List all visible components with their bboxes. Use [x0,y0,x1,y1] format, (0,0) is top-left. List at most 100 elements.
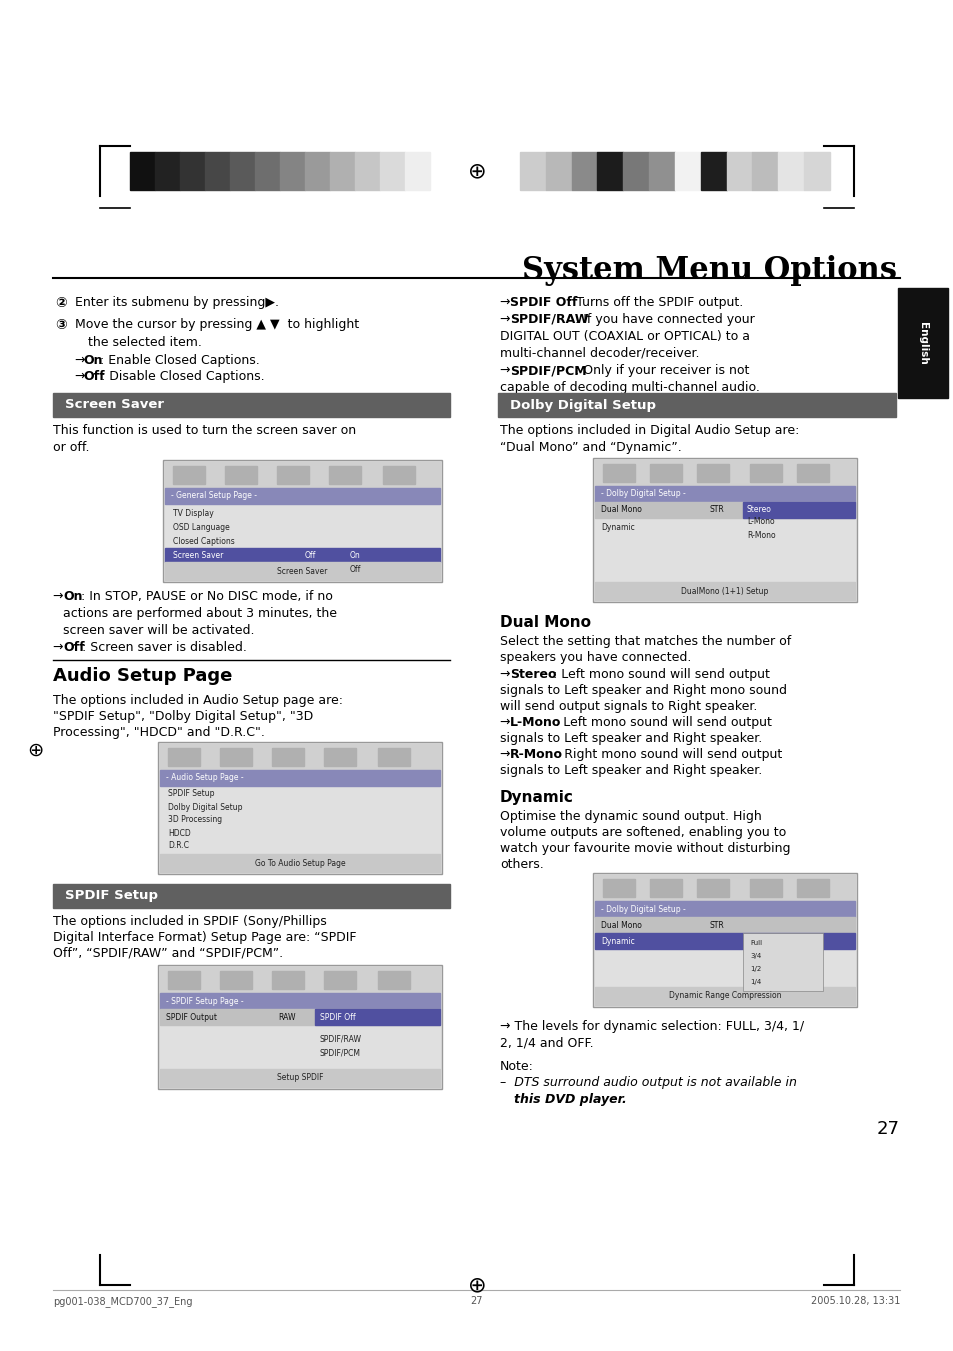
Text: Stereo: Stereo [746,505,771,515]
Text: - SPDIF Setup Page -: - SPDIF Setup Page - [166,997,243,1005]
Text: Dynamic: Dynamic [499,790,574,805]
Bar [254,153,280,190]
Text: Stereo: Stereo [510,667,556,681]
Text: The options included in Digital Audio Setup are:: The options included in Digital Audio Se… [499,424,799,436]
Text: →: → [75,370,90,382]
Text: : Screen saver is disabled.: : Screen saver is disabled. [82,640,247,654]
Bar [897,288,947,399]
Text: HDCD: HDCD [168,828,191,838]
Text: Optimise the dynamic sound output. High: Optimise the dynamic sound output. High [499,811,760,823]
Bar [165,488,439,504]
Text: ③: ③ [55,317,67,332]
Text: L-Mono: L-Mono [510,716,560,730]
Bar [324,748,355,766]
Text: or off.: or off. [53,440,90,454]
Bar [571,153,597,190]
Text: others.: others. [499,858,543,871]
Bar [220,971,252,989]
Bar [205,153,230,190]
Text: English: English [917,322,927,365]
Text: TV Display: TV Display [172,508,213,517]
Bar [595,988,854,1005]
Text: Full: Full [749,940,761,946]
Text: - General Setup Page -: - General Setup Page - [171,492,256,500]
Bar [160,1009,439,1025]
Text: Off: Off [350,565,361,574]
Text: System Menu Options: System Menu Options [522,255,897,286]
Text: On: On [350,550,360,559]
Text: → The levels for dynamic selection: FULL, 3/4, 1/: → The levels for dynamic selection: FULL… [499,1020,803,1034]
Bar [220,748,252,766]
Bar [377,748,410,766]
Bar [382,466,415,484]
Text: SPDIF/PCM: SPDIF/PCM [319,1048,360,1058]
Bar [749,880,781,897]
Text: SPDIF/PCM: SPDIF/PCM [510,363,586,377]
Bar [726,153,752,190]
Bar [649,880,681,897]
Text: DIGITAL OUT (COAXIAL or OPTICAL) to a: DIGITAL OUT (COAXIAL or OPTICAL) to a [499,330,749,343]
Text: Screen Saver: Screen Saver [65,399,164,412]
Bar [305,153,330,190]
Bar [593,458,856,603]
Bar [377,971,410,989]
Text: 3D Processing: 3D Processing [168,816,222,824]
Text: pg001-038_MCD700_37_Eng: pg001-038_MCD700_37_Eng [53,1296,193,1306]
Text: : In STOP, PAUSE or No DISC mode, if no: : In STOP, PAUSE or No DISC mode, if no [81,590,333,603]
Text: Dual Mono: Dual Mono [600,920,641,929]
Bar [796,463,828,482]
Text: STR: STR [709,505,724,515]
Bar [649,463,681,482]
Text: Note:: Note: [499,1061,534,1073]
Text: capable of decoding multi-channel audio.: capable of decoding multi-channel audio. [499,381,760,394]
Text: "SPDIF Setup", "Dolby Digital Setup", "3D: "SPDIF Setup", "Dolby Digital Setup", "3… [53,711,313,723]
Text: DualMono (1+1) Setup: DualMono (1+1) Setup [680,586,768,596]
Text: Dual Mono: Dual Mono [600,505,641,515]
Bar [329,466,360,484]
Text: →: → [499,363,514,377]
Bar [163,459,441,582]
Bar [545,153,571,190]
Text: : Only if your receiver is not: : Only if your receiver is not [575,363,749,377]
Bar [165,462,439,488]
Bar [803,153,829,190]
Text: →: → [53,640,68,654]
Text: : If you have connected your: : If you have connected your [575,313,754,326]
Bar [697,463,728,482]
Text: speakers you have connected.: speakers you have connected. [499,651,691,663]
Bar [778,153,803,190]
Text: the selected item.: the selected item. [88,336,202,349]
Text: - Dolby Digital Setup -: - Dolby Digital Setup - [600,489,685,499]
Text: volume outputs are softened, enabling you to: volume outputs are softened, enabling yo… [499,825,785,839]
Text: OSD Language: OSD Language [172,523,230,531]
Text: signals to Left speaker and Right speaker.: signals to Left speaker and Right speake… [499,732,761,744]
Text: Enter its submenu by pressing▶.: Enter its submenu by pressing▶. [75,296,278,309]
Text: SPDIF Off: SPDIF Off [510,296,577,309]
Bar [595,486,854,503]
Text: –  DTS surround audio output is not available in: – DTS surround audio output is not avail… [499,1075,796,1089]
Text: Off”, “SPDIF/RAW” and “SPDIF/PCM”.: Off”, “SPDIF/RAW” and “SPDIF/PCM”. [53,947,283,961]
Bar [697,880,728,897]
Text: R-Mono: R-Mono [746,531,775,540]
Bar [497,393,895,417]
Text: watch your favourite movie without disturbing: watch your favourite movie without distu… [499,842,790,855]
Bar [752,153,778,190]
Bar [595,934,854,948]
Text: ⊕: ⊕ [27,740,43,759]
Text: : Left mono sound will send output: : Left mono sound will send output [555,716,771,730]
Bar [160,854,439,871]
Bar [405,153,430,190]
Text: D.R.C: D.R.C [168,842,189,851]
Text: →: → [499,748,514,761]
Text: Off: Off [305,550,316,559]
Bar [53,884,450,908]
Text: Audio Setup Page: Audio Setup Page [53,667,233,685]
Bar [519,153,545,190]
Text: Processing", "HDCD" and "D.R.C".: Processing", "HDCD" and "D.R.C". [53,725,265,739]
Bar [280,153,305,190]
Text: Digital Interface Format) Setup Page are: “SPDIF: Digital Interface Format) Setup Page are… [53,931,356,944]
Text: : Turns off the SPDIF output.: : Turns off the SPDIF output. [567,296,742,309]
Bar [622,153,648,190]
Text: signals to Left speaker and Right mono sound: signals to Left speaker and Right mono s… [499,684,786,697]
Text: ⊕: ⊕ [467,161,486,181]
